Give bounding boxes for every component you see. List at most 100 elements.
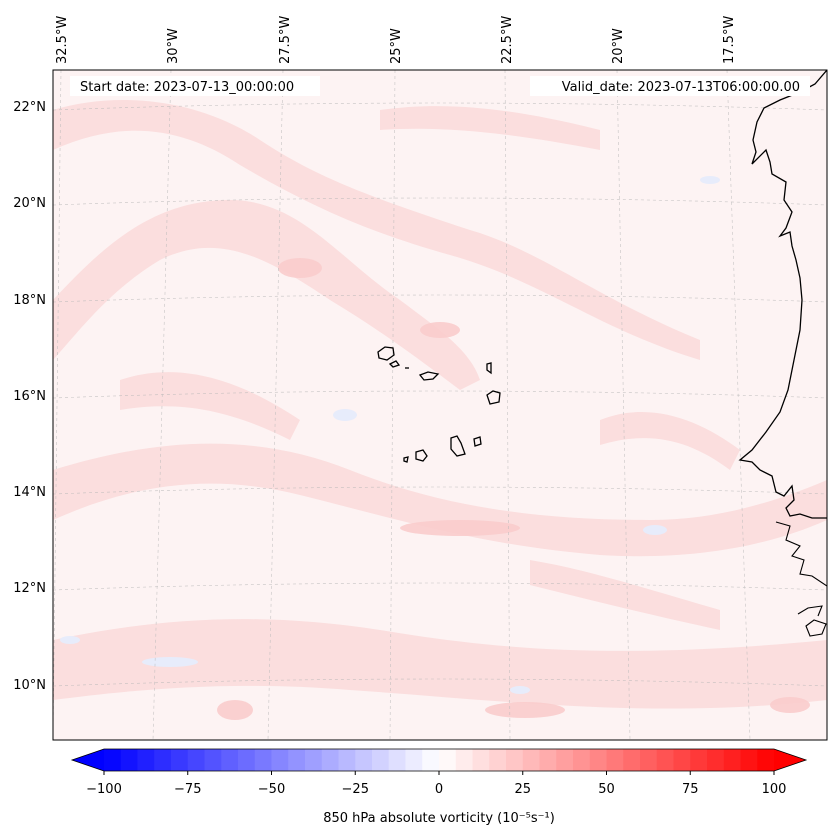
start-date-box bbox=[70, 76, 320, 96]
negative-vorticity-patches bbox=[60, 176, 720, 694]
colorbar-bin bbox=[120, 749, 139, 771]
colorbar-bin bbox=[757, 749, 775, 771]
colorbar-bin bbox=[522, 749, 541, 771]
colorbar-bin bbox=[238, 749, 256, 771]
lat-label: 18°N bbox=[13, 293, 46, 308]
valid-date-box bbox=[530, 76, 810, 96]
colorbar-tick-label: −100 bbox=[86, 782, 122, 797]
parallel-22n bbox=[53, 102, 827, 111]
valid-date-label: Valid_date: 2023-07-13T06:00:00.00 bbox=[562, 80, 800, 95]
colorbar-tick-label: 75 bbox=[682, 782, 699, 797]
colorbar-bin bbox=[372, 749, 390, 771]
colorbar-bin bbox=[539, 749, 557, 771]
lat-label: 12°N bbox=[13, 581, 46, 596]
colorbar: −100 −75 −50 −25 0 25 50 75 100 850 hPa … bbox=[70, 748, 808, 826]
colorbar-tick-label: 25 bbox=[514, 782, 531, 797]
lon-label: 22.5°W bbox=[500, 16, 515, 64]
colorbar-max-extension bbox=[774, 749, 806, 771]
colorbar-bin bbox=[355, 749, 373, 771]
colorbar-label: 850 hPa absolute vorticity (10⁻⁵s⁻¹) bbox=[323, 811, 555, 826]
island-sao-nicolau bbox=[418, 371, 440, 381]
colorbar-bin bbox=[288, 749, 306, 771]
colorbar-bin bbox=[305, 749, 323, 771]
parallel-12n bbox=[53, 582, 827, 591]
colorbar-bin bbox=[472, 749, 490, 771]
colorbar-bin bbox=[606, 749, 624, 771]
graticule bbox=[53, 70, 827, 740]
colorbar-tick-labels: −100 −75 −50 −25 0 25 50 75 100 bbox=[86, 782, 786, 797]
colorbar-bin bbox=[506, 749, 524, 771]
guinea-coastline bbox=[775, 521, 827, 637]
parallel-16n bbox=[53, 390, 827, 399]
colorbar-bin bbox=[640, 749, 658, 771]
parallel-10n bbox=[53, 678, 827, 687]
meridian-17-5w bbox=[726, 70, 751, 740]
lon-label: 20°W bbox=[611, 28, 626, 64]
colorbar-bin bbox=[171, 749, 189, 771]
lat-label: 10°N bbox=[13, 678, 46, 693]
cape-verde-islands bbox=[377, 346, 501, 463]
colorbar-bin bbox=[489, 749, 507, 771]
lon-label: 25°W bbox=[389, 28, 404, 64]
colorbar-bin bbox=[573, 749, 591, 771]
positive-vorticity-bands bbox=[53, 100, 827, 709]
stronger-vorticity-spots bbox=[217, 258, 810, 720]
lon-label: 32.5°W bbox=[55, 16, 70, 64]
colorbar-bins bbox=[104, 749, 775, 771]
island-fogo bbox=[415, 449, 428, 462]
parallel-20n bbox=[53, 197, 827, 206]
map-frame bbox=[52, 69, 828, 741]
colorbar-bin bbox=[338, 749, 356, 771]
longitude-labels: 32.5°W 30°W 27.5°W 25°W 22.5°W 20°W 17.5… bbox=[55, 16, 737, 64]
colorbar-bin bbox=[690, 749, 708, 771]
start-date-label: Start date: 2023-07-13_00:00:00 bbox=[80, 80, 294, 95]
colorbar-tick-label: 100 bbox=[762, 782, 787, 797]
colorbar-bin bbox=[673, 749, 691, 771]
colorbar-bin bbox=[388, 749, 407, 771]
lat-label: 22°N bbox=[13, 100, 46, 115]
colorbar-bin bbox=[740, 749, 758, 771]
island-santo-antao bbox=[377, 346, 395, 361]
colorbar-bin bbox=[321, 749, 340, 771]
colorbar-tick-label: −25 bbox=[342, 782, 369, 797]
colorbar-bin bbox=[221, 749, 239, 771]
lon-label: 30°W bbox=[166, 28, 181, 64]
colorbar-bin bbox=[623, 749, 641, 771]
meridian-20w bbox=[616, 70, 631, 740]
lat-label: 16°N bbox=[13, 389, 46, 404]
colorbar-min-extension bbox=[72, 749, 104, 771]
island-sal bbox=[486, 362, 492, 375]
meridian-32-5w bbox=[53, 70, 62, 740]
colorbar-bin bbox=[656, 749, 675, 771]
colorbar-bin bbox=[455, 749, 474, 771]
colorbar-bin bbox=[589, 749, 608, 771]
colorbar-bin bbox=[204, 749, 222, 771]
island-sao-vicente bbox=[388, 360, 401, 368]
colorbar-bin bbox=[405, 749, 423, 771]
colorbar-ticks bbox=[103, 771, 775, 775]
colorbar-bin bbox=[439, 749, 457, 771]
west-africa-coastline bbox=[738, 70, 827, 519]
colorbar-tick-label: −75 bbox=[174, 782, 201, 797]
colorbar-bin bbox=[187, 749, 206, 771]
latitude-labels: 22°N 20°N 18°N 16°N 14°N 12°N 10°N bbox=[13, 100, 46, 693]
colorbar-bin bbox=[104, 749, 122, 771]
lat-label: 14°N bbox=[13, 485, 46, 500]
lon-label: 17.5°W bbox=[722, 16, 737, 64]
colorbar-bin bbox=[723, 749, 742, 771]
colorbar-bin bbox=[422, 749, 440, 771]
parallel-18n bbox=[53, 294, 827, 303]
colorbar-tick-label: 50 bbox=[598, 782, 615, 797]
parallel-14n bbox=[53, 486, 827, 495]
meridian-27-5w bbox=[267, 70, 284, 740]
meridian-30w bbox=[152, 70, 172, 740]
colorbar-bin bbox=[154, 749, 172, 771]
island-santiago bbox=[450, 435, 466, 457]
lon-label: 27.5°W bbox=[278, 16, 293, 64]
colorbar-tick-label: 0 bbox=[435, 782, 443, 797]
vorticity-field bbox=[53, 70, 827, 740]
colorbar-bin bbox=[137, 749, 155, 771]
island-maio bbox=[473, 436, 482, 447]
colorbar-bin bbox=[271, 749, 289, 771]
